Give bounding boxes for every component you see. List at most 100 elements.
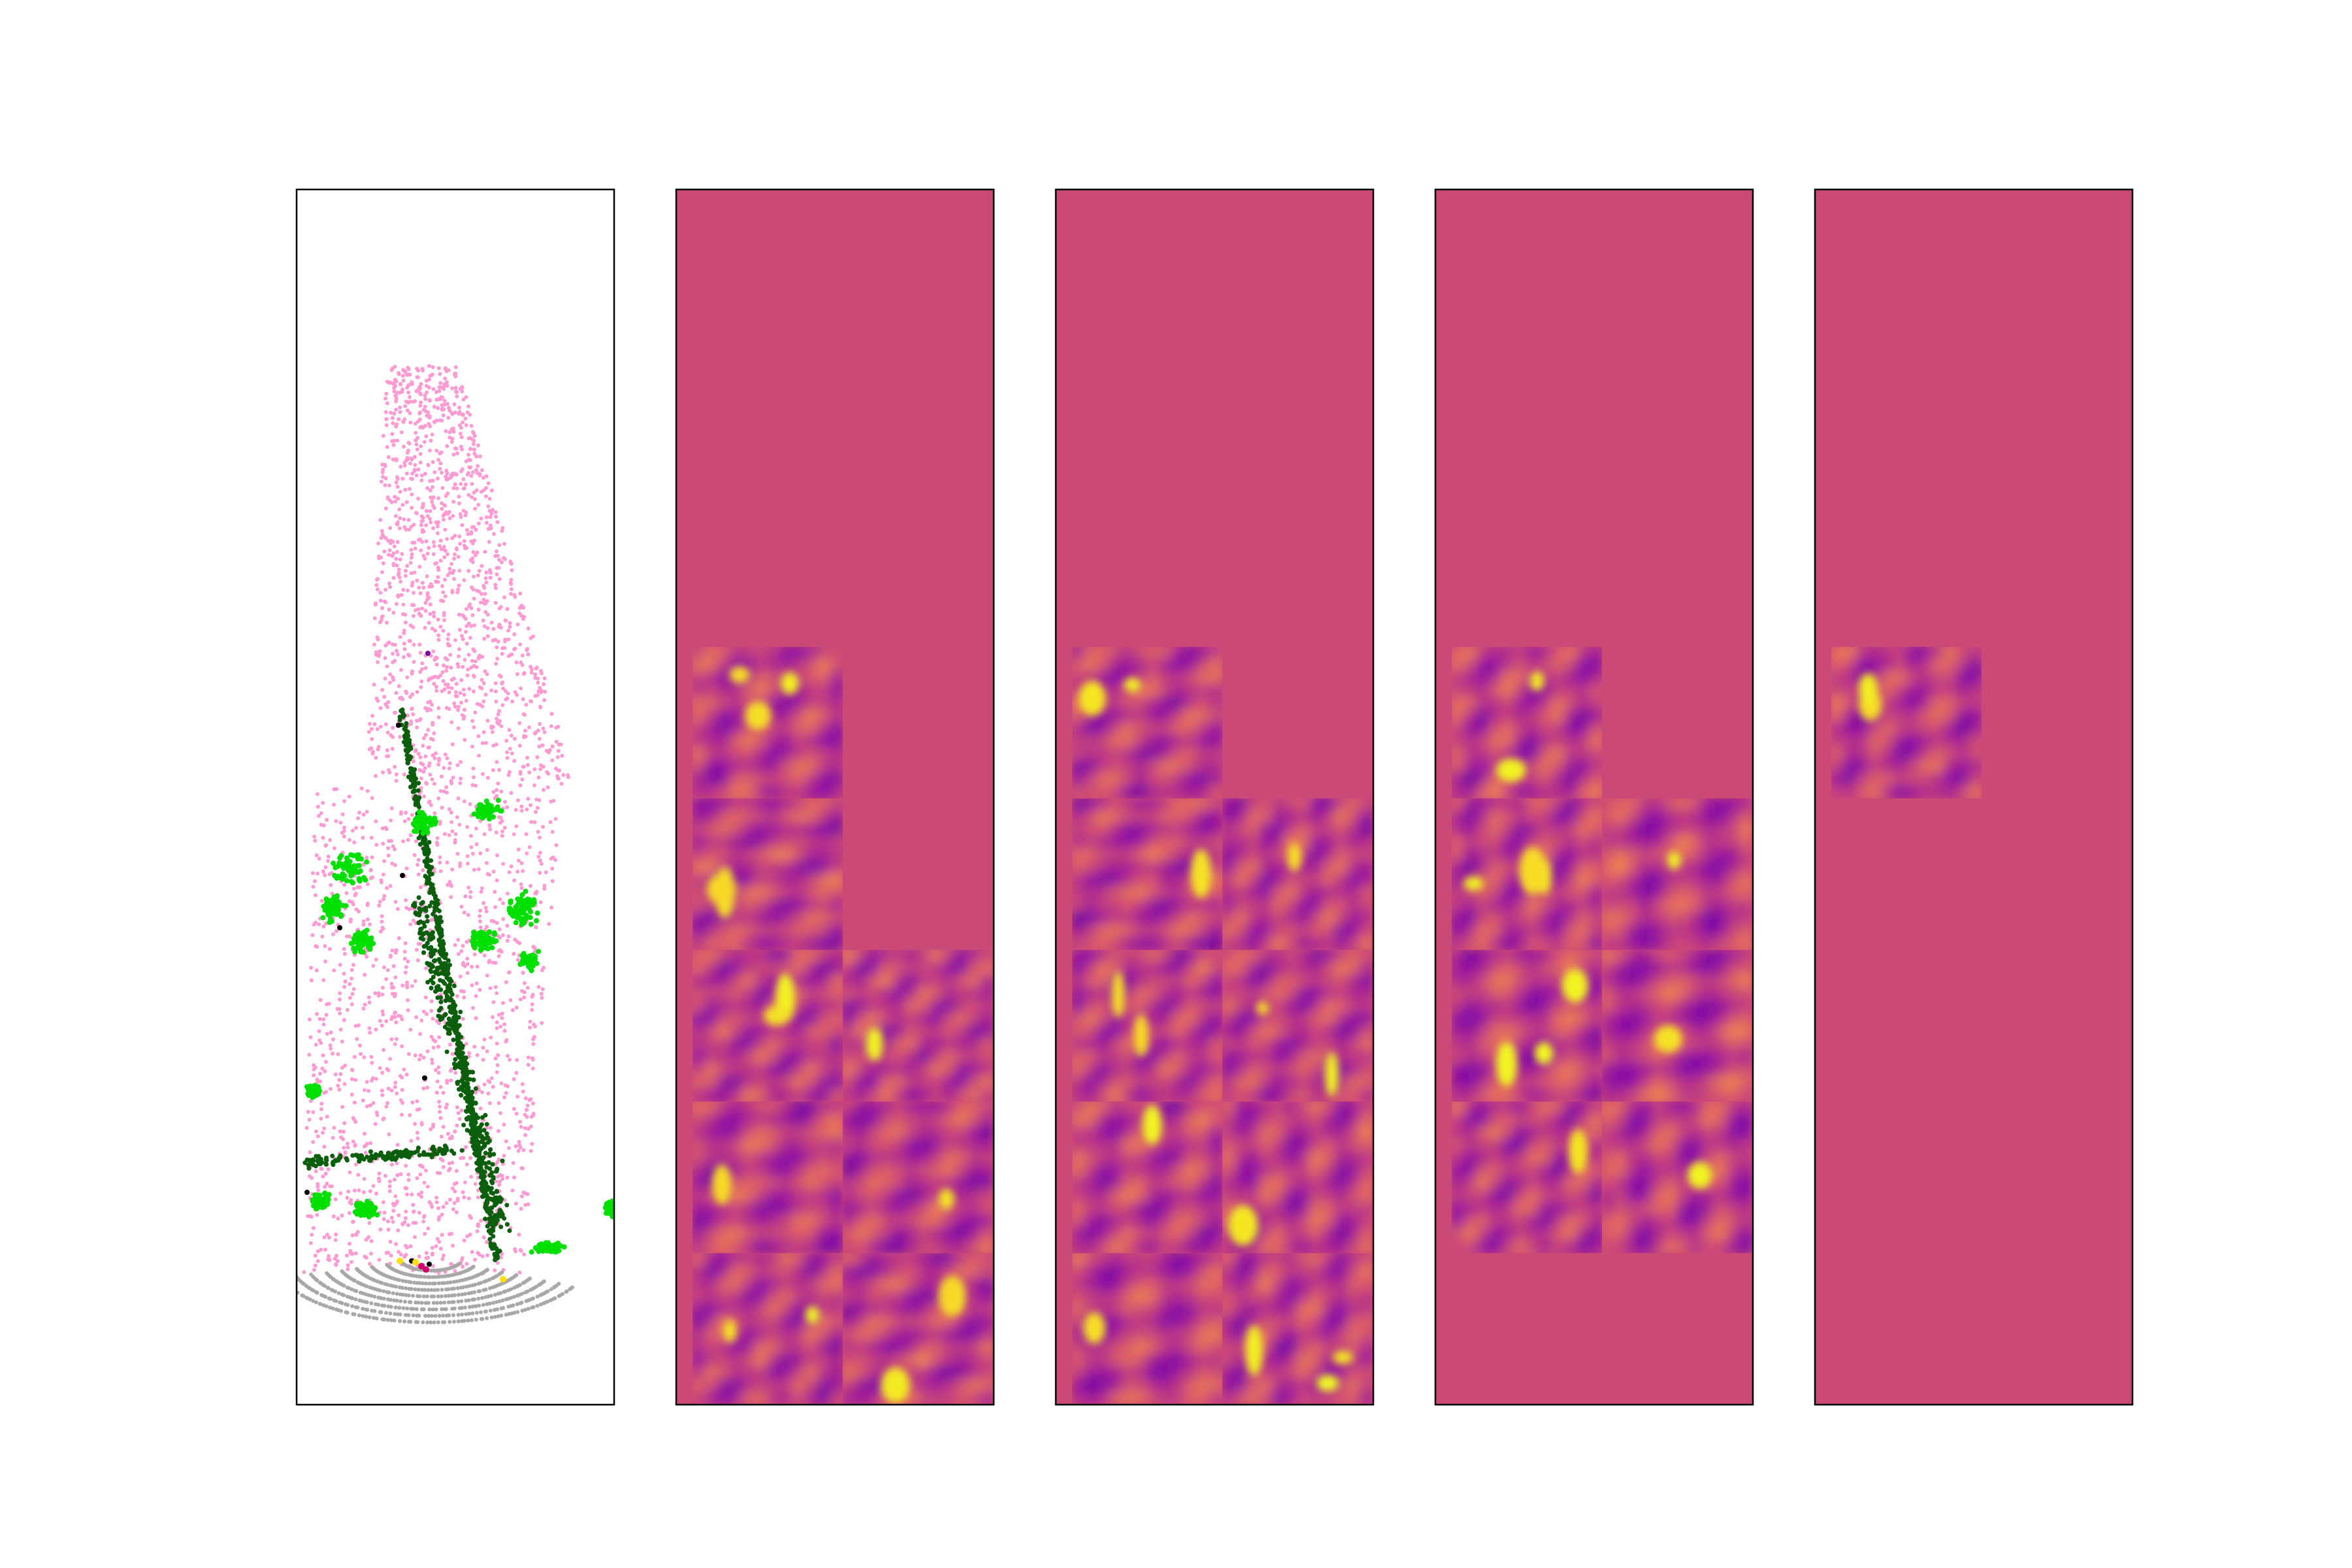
scatter-point [422, 858, 427, 864]
scatter-point [473, 1182, 478, 1186]
scatter-point [406, 998, 410, 1002]
scatter-point [352, 840, 357, 845]
scatter-point [442, 766, 446, 770]
scatter-point [429, 438, 433, 443]
scatter-point [505, 1175, 510, 1180]
scatter-point [459, 700, 463, 705]
scatter-point [441, 1253, 446, 1258]
scatter-point [451, 1020, 457, 1025]
scatter-point [388, 585, 392, 589]
scatter-point [367, 939, 372, 945]
scatter-point [519, 1207, 523, 1211]
scatter-point [373, 991, 378, 996]
scatter-point [485, 626, 490, 630]
scatter-point [461, 1122, 466, 1128]
scatter-point [405, 564, 410, 568]
scatter-point [525, 647, 529, 651]
scatter-point [312, 923, 316, 927]
scatter-point [395, 563, 399, 568]
scatter-point [430, 930, 435, 935]
scatter-point [522, 615, 527, 619]
scatter-point [420, 661, 425, 666]
scatter-point [344, 1253, 349, 1258]
scatter-point [451, 1062, 457, 1066]
scatter-point [387, 581, 391, 585]
scatter-point [474, 994, 478, 998]
scatter-point [377, 1171, 382, 1176]
scatter-point [475, 1053, 480, 1057]
scatter-point [393, 1010, 398, 1015]
scatter-point [459, 760, 463, 764]
scatter-point [409, 770, 414, 776]
scatter-point [410, 552, 414, 557]
scatter-point [410, 813, 414, 817]
scatter-point [473, 1258, 477, 1262]
scatter-point [493, 583, 498, 587]
scatter-point [459, 634, 464, 638]
scatter-point [453, 1189, 457, 1194]
scatter-point [524, 832, 529, 836]
scatter-point [431, 738, 435, 742]
scatter-point [474, 488, 479, 493]
scatter-point [453, 1011, 458, 1017]
scatter-point [367, 995, 371, 1000]
scatter-point [502, 1022, 506, 1026]
scatter-point [482, 602, 487, 606]
scatter-point [420, 830, 426, 836]
scatter-point [482, 476, 485, 480]
scatter-point [453, 943, 457, 947]
scatter-point [477, 1252, 482, 1257]
scatter-point [390, 416, 395, 420]
scatter-point [391, 678, 395, 682]
scatter-point [402, 642, 406, 646]
scatter-point [311, 1110, 316, 1115]
scatter-point [499, 724, 504, 728]
scatter-point [459, 1148, 465, 1153]
scatter-point [312, 1267, 316, 1272]
scatter-point [456, 796, 461, 800]
scatter-point [409, 719, 414, 724]
scatter-point [455, 590, 460, 595]
scatter-point [384, 423, 389, 427]
scatter-point [408, 461, 412, 466]
scatter-point [480, 468, 484, 472]
scatter-point [321, 1022, 326, 1026]
scatter-point [338, 853, 344, 858]
scatter-point [427, 904, 433, 909]
scatter-point [419, 667, 424, 672]
scatter-point [466, 404, 471, 408]
scatter-point [496, 1053, 500, 1057]
scatter-point [493, 1268, 497, 1273]
scatter-point [431, 649, 436, 653]
scatter-point [354, 1211, 360, 1217]
scatter-point [470, 1250, 474, 1254]
scatter-point [447, 833, 451, 838]
scatter-point [470, 659, 474, 663]
scatter-point [374, 843, 379, 847]
scatter-point [323, 873, 327, 877]
scatter-point [403, 970, 408, 975]
scatter-point [462, 799, 466, 804]
scatter-point [521, 605, 525, 610]
scatter-point [451, 452, 456, 457]
scatter-point [487, 497, 492, 501]
scatter-point [517, 743, 522, 748]
scatter-point [455, 994, 459, 998]
scatter-point [512, 632, 517, 636]
scatter-point [421, 944, 427, 949]
scatter-point [322, 1145, 327, 1149]
scatter-point [318, 1038, 322, 1043]
scatter-point [486, 1160, 491, 1165]
scatter-point [495, 520, 500, 525]
scatter-point [448, 1198, 452, 1202]
scatter-point [380, 925, 385, 930]
scatter-point [542, 698, 547, 702]
scatter-point [513, 920, 519, 926]
scatter-point [433, 811, 437, 815]
scatter-point [471, 766, 476, 771]
scatter-point [390, 439, 395, 444]
scatter-point [493, 638, 497, 642]
scatter-point [410, 580, 415, 585]
scatter-point [496, 1129, 500, 1133]
